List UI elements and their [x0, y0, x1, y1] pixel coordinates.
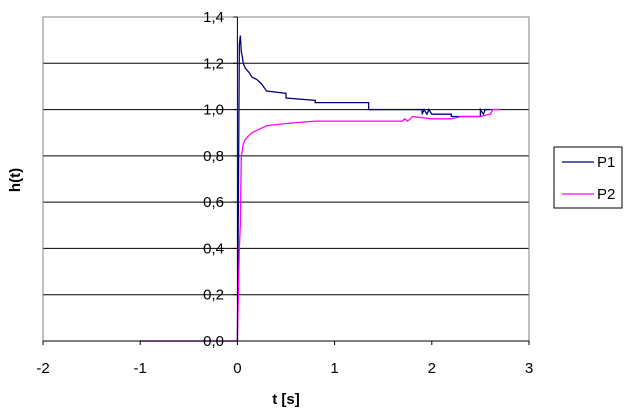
x-axis-title: t [s] — [272, 391, 300, 408]
series-layer — [140, 35, 500, 342]
tick-layer: 0,00,20,40,60,81,01,21,4-2 -1 0 1 2 3 — [36, 9, 533, 377]
legend-label-p1: P1 — [597, 154, 615, 171]
y-axis-title: h(t) — [7, 168, 24, 192]
y-tick-label: 1,0 — [203, 102, 224, 119]
series-line-p1 — [140, 35, 491, 342]
grid-layer — [43, 62, 529, 296]
y-tick-label: 0,8 — [203, 148, 224, 165]
legend-label-p2: P2 — [597, 186, 615, 203]
x-tick-label: -1 — [134, 360, 147, 377]
x-tick-label: 2 — [428, 360, 436, 377]
x-tick-label: 3 — [525, 360, 533, 377]
x-tick-label: 1 — [330, 360, 338, 377]
y-tick-label: 1,4 — [203, 9, 224, 26]
x-tick-label: -2 — [36, 360, 49, 377]
series-line-p2 — [140, 108, 500, 342]
y-tick-label: 0,6 — [203, 194, 224, 211]
y-tick-label: 0,4 — [203, 240, 224, 257]
y-tick-label: 0,2 — [203, 287, 224, 304]
y-tick-label: 1,2 — [203, 55, 224, 72]
legend: P1 P2 — [553, 146, 623, 209]
x-tick-label: 0 — [233, 360, 241, 377]
plot-background — [43, 17, 529, 341]
legend-box — [553, 146, 623, 209]
